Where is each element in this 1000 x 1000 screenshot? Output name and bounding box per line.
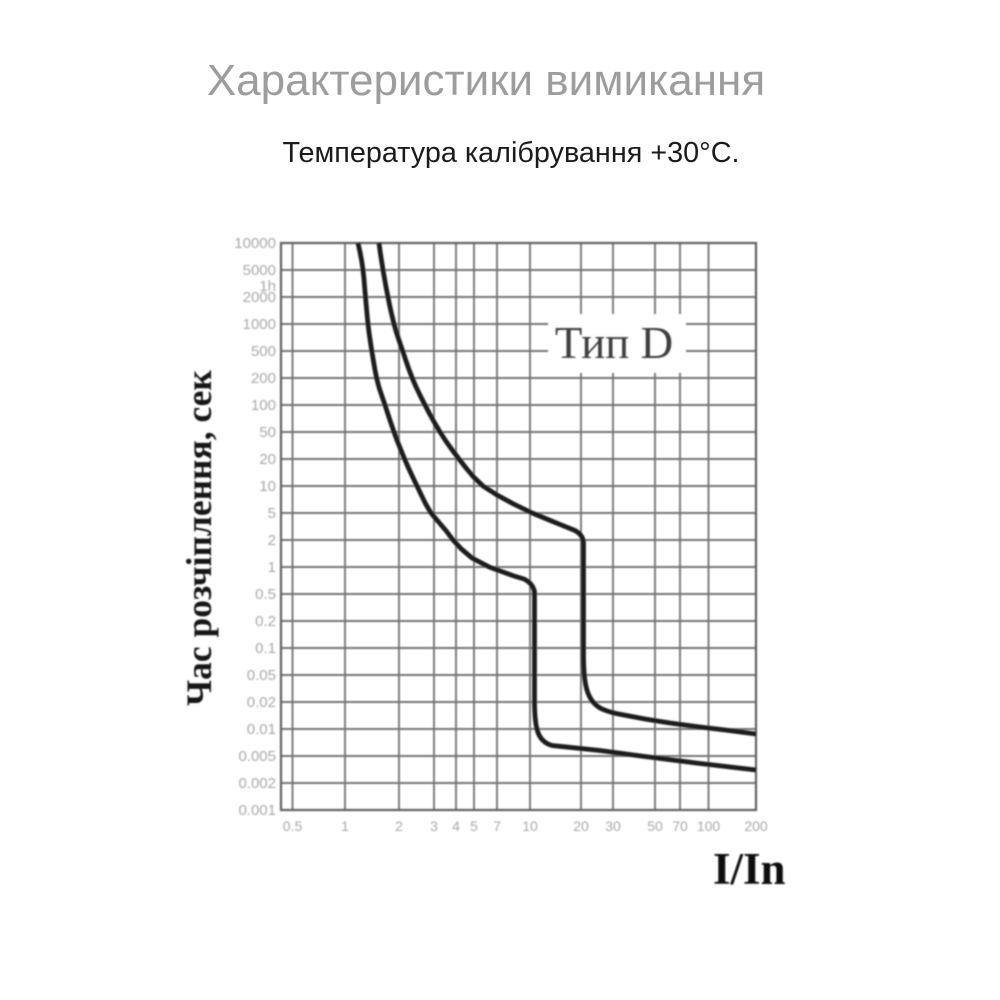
svg-text:50: 50 <box>259 424 276 441</box>
svg-text:Час розчіплення, сек: Час розчіплення, сек <box>179 370 219 706</box>
svg-text:100: 100 <box>251 397 276 414</box>
svg-text:2: 2 <box>268 532 276 549</box>
svg-text:1000: 1000 <box>243 316 276 333</box>
svg-text:0.1: 0.1 <box>255 640 276 657</box>
svg-text:3: 3 <box>430 818 438 834</box>
svg-text:0.002: 0.002 <box>238 775 276 792</box>
svg-text:I/In: I/In <box>713 844 786 894</box>
svg-text:10: 10 <box>522 818 538 834</box>
svg-text:5: 5 <box>470 818 478 834</box>
svg-text:0.05: 0.05 <box>247 667 276 684</box>
svg-text:2: 2 <box>395 818 403 834</box>
svg-text:10: 10 <box>259 478 276 495</box>
svg-text:50: 50 <box>647 818 663 834</box>
svg-text:200: 200 <box>744 818 768 834</box>
svg-text:5000: 5000 <box>243 262 276 279</box>
svg-text:200: 200 <box>251 370 276 387</box>
svg-text:70: 70 <box>672 818 688 834</box>
svg-text:0.5: 0.5 <box>283 818 303 834</box>
svg-text:5: 5 <box>268 505 276 522</box>
svg-text:7: 7 <box>493 818 501 834</box>
svg-text:30: 30 <box>605 818 621 834</box>
svg-text:0.001: 0.001 <box>238 802 276 819</box>
svg-text:20: 20 <box>259 451 276 468</box>
svg-text:4: 4 <box>452 818 460 834</box>
svg-text:500: 500 <box>251 343 276 360</box>
svg-text:0.5: 0.5 <box>255 586 276 603</box>
svg-text:0.2: 0.2 <box>255 613 276 630</box>
svg-text:1: 1 <box>341 818 349 834</box>
svg-text:1: 1 <box>268 559 276 576</box>
svg-text:100: 100 <box>697 818 721 834</box>
svg-text:0.02: 0.02 <box>247 694 276 711</box>
svg-text:10000: 10000 <box>234 235 276 252</box>
svg-text:0.01: 0.01 <box>247 721 276 738</box>
svg-text:1h: 1h <box>259 278 276 295</box>
svg-text:2000: 2000 <box>243 289 276 306</box>
svg-text:Тип D: Тип D <box>555 318 673 368</box>
svg-text:20: 20 <box>573 818 589 834</box>
svg-text:0.005: 0.005 <box>238 748 276 765</box>
